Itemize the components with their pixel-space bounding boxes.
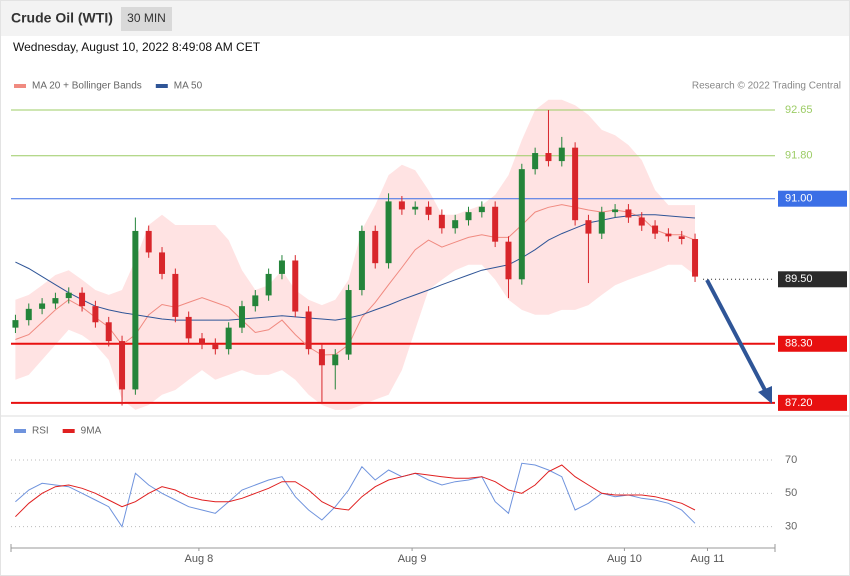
candle-body <box>545 153 552 162</box>
candle-body <box>305 311 312 350</box>
candle-body <box>518 169 525 280</box>
y-tick-label: 50 <box>785 487 797 499</box>
x-tick-label: Aug 9 <box>398 553 427 565</box>
legend-swatch <box>14 429 26 433</box>
candle-body <box>452 220 459 229</box>
level-label: 87.20 <box>785 397 813 409</box>
legend-swatch <box>155 84 168 88</box>
candle-body <box>318 349 325 366</box>
candle-body <box>412 206 419 210</box>
bollinger-band <box>15 99 695 410</box>
candle-body <box>185 316 192 339</box>
legend-label: MA 20 + Bollinger Bands <box>32 81 142 92</box>
x-tick-label: Aug 8 <box>185 553 214 565</box>
level-label: 91.80 <box>785 150 813 162</box>
candle-body <box>145 230 152 253</box>
credit: Research © 2022 Trading Central <box>692 81 841 92</box>
candle-body <box>358 230 365 291</box>
level-label: 88.30 <box>785 338 813 350</box>
candle-body <box>585 220 592 234</box>
candle-body <box>238 306 245 328</box>
level-box <box>778 394 847 411</box>
interval-box <box>121 7 172 31</box>
candle-body <box>438 214 445 229</box>
candle-body <box>12 320 19 328</box>
plot: 92.65 91.80 91.00 89.50 88.30 87.20 MA 20 + Bo… <box>11 81 847 565</box>
y-tick-label: 30 <box>785 521 797 533</box>
candle-body <box>612 209 619 213</box>
candle-body <box>598 212 605 234</box>
candle-body <box>425 206 432 215</box>
candle-body <box>372 230 379 264</box>
candle-body <box>692 238 699 277</box>
candle-body <box>678 236 685 239</box>
level-box <box>778 271 847 288</box>
forecast-arrowhead <box>758 386 772 404</box>
timestamp: Wednesday, August 10, 2022 8:49:08 AM CE… <box>13 40 261 54</box>
candle-body <box>478 206 485 213</box>
y-tick-label: 70 <box>785 454 797 466</box>
level-label: 91.00 <box>785 193 813 205</box>
candle-body <box>172 273 179 317</box>
candle-body <box>132 230 139 390</box>
candle-body <box>572 147 579 221</box>
candle-body <box>505 241 512 280</box>
candle-body <box>665 233 672 237</box>
candle-body <box>638 217 645 226</box>
indicator-line <box>15 462 696 528</box>
candle-body <box>345 290 352 355</box>
legend-label: MA 50 <box>174 81 203 92</box>
candle-body <box>652 225 659 234</box>
candle-body <box>79 292 86 307</box>
candle-body <box>265 273 272 296</box>
candle-body <box>105 322 112 342</box>
moving-average <box>15 204 696 356</box>
candle-body <box>492 206 499 242</box>
candle-body <box>532 153 539 170</box>
level-box <box>778 335 847 352</box>
candle-body <box>252 295 259 307</box>
legend-label: 9MA <box>81 426 102 437</box>
candle-body <box>119 341 126 390</box>
candle-body <box>398 201 405 210</box>
candle-body <box>25 308 32 321</box>
x-tick-label: Aug 11 <box>690 553 724 565</box>
candle-body <box>385 201 392 264</box>
forecast-arrow <box>705 279 768 393</box>
candle-body <box>465 212 472 221</box>
legend-label: RSI <box>32 426 49 437</box>
level-label: 89.50 <box>785 273 813 285</box>
indicator-line <box>15 464 696 518</box>
legend-swatch <box>62 429 75 433</box>
x-tick-label: Aug 10 <box>607 553 642 565</box>
legend-swatch <box>14 84 26 88</box>
candle-body <box>92 306 99 323</box>
interval: 30 MIN <box>127 11 166 25</box>
moving-average <box>15 214 696 321</box>
candle-body <box>558 147 565 162</box>
candle-body <box>625 209 632 218</box>
candle-body <box>52 298 59 304</box>
level-box <box>778 190 847 207</box>
candle-body <box>159 252 166 274</box>
candle-body <box>212 343 219 350</box>
candle-body <box>332 354 339 366</box>
candle-body <box>292 260 299 312</box>
candle-body <box>65 292 72 299</box>
candle-body <box>278 260 285 274</box>
candle-body <box>39 303 46 309</box>
level-label: 92.65 <box>785 104 813 116</box>
candle-body <box>225 327 232 350</box>
title: Crude Oil (WTI) <box>11 10 113 26</box>
candle-body <box>199 338 205 344</box>
